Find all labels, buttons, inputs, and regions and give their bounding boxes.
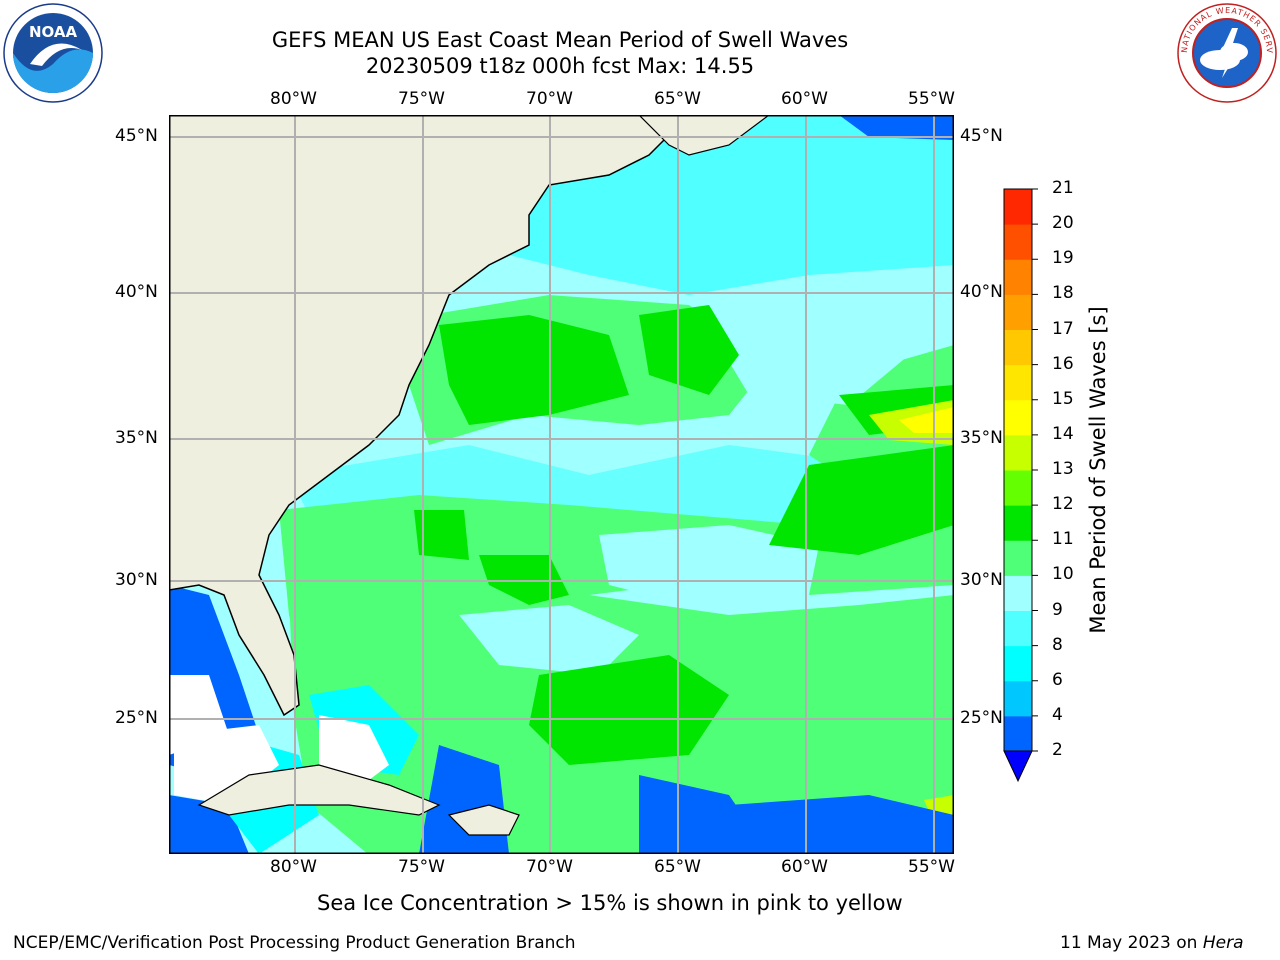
colorbar-tick-label: 12	[1052, 494, 1074, 515]
colorbar-tick-label: 8	[1052, 634, 1063, 655]
colorbar-tick-label: 10	[1052, 564, 1074, 585]
contour-yellow-max	[899, 407, 954, 433]
lon-label-bottom-75w: 75°W	[398, 857, 445, 877]
lat-label-right-45n: 45°N	[960, 126, 1003, 146]
lat-label-left-30n: 30°N	[115, 570, 158, 590]
lat-label-right-25n: 25°N	[960, 708, 1003, 728]
lat-label-right-35n: 35°N	[960, 428, 1003, 448]
colorbar-segment	[1004, 224, 1032, 260]
footer-date-text: 11 May 2023 on	[1060, 933, 1203, 953]
colorbar-tick-label: 20	[1052, 213, 1074, 234]
lon-label-top-75w: 75°W	[398, 89, 445, 109]
noaa-logo-text: NOAA	[29, 23, 78, 41]
colorbar-tick-label: 6	[1052, 669, 1063, 690]
contour-darkgreen-4	[414, 510, 469, 560]
map-frame	[169, 115, 954, 854]
colorbar-tick-label: 11	[1052, 529, 1074, 550]
colorbar-tick-label: 18	[1052, 283, 1074, 304]
lon-label-bottom-80w: 80°W	[270, 857, 317, 877]
colorbar-segment	[1004, 645, 1032, 682]
colorbar-segment	[1004, 189, 1032, 225]
lon-label-top-80w: 80°W	[270, 89, 317, 109]
lat-label-left-45n: 45°N	[115, 126, 158, 146]
lat-label-left-25n: 25°N	[115, 708, 158, 728]
colorbar-tick-label: 13	[1052, 459, 1074, 479]
colorbar-tick-label: 15	[1052, 388, 1074, 409]
map-title: GEFS MEAN US East Coast Mean Period of S…	[271, 28, 849, 52]
lat-label-right-30n: 30°N	[960, 570, 1003, 590]
colorbar-tick-label: 2	[1052, 740, 1063, 760]
sea-ice-note: Sea Ice Concentration > 15% is shown in …	[317, 891, 903, 915]
colorbar-tick-label: 17	[1052, 318, 1074, 339]
colorbar-tick-label: 21	[1052, 178, 1074, 198]
colorbar	[1003, 188, 1038, 783]
colorbar-extend-arrow	[1003, 750, 1033, 783]
lon-label-top-55w: 55°W	[908, 89, 955, 109]
footer-host: Hera	[1202, 933, 1244, 953]
contour-darkgreen-5	[769, 445, 954, 555]
land-hispaniola	[447, 804, 520, 836]
contour-blue-caribbean-3	[709, 795, 954, 854]
lon-label-bottom-60w: 60°W	[781, 857, 828, 877]
colorbar-segment	[1004, 575, 1032, 611]
colorbar-segment	[1004, 259, 1032, 295]
nws-logo: NATIONAL WEATHER SERVICE	[1176, 2, 1277, 103]
noaa-logo: NOAA	[3, 3, 103, 103]
colorbar-segment	[1004, 434, 1032, 471]
colorbar-title: Mean Period of Swell Waves [s]	[1086, 306, 1110, 634]
lon-label-top-70w: 70°W	[526, 89, 573, 109]
colorbar-segment	[1004, 715, 1032, 752]
lon-label-top-65w: 65°W	[654, 89, 701, 109]
lat-label-right-40n: 40°N	[960, 282, 1003, 302]
lon-label-top-60w: 60°W	[781, 89, 828, 109]
colorbar-segment	[1004, 505, 1032, 541]
contour-blue-northeast	[839, 115, 954, 140]
land-maritime-canada	[638, 115, 770, 156]
colorbar-segment	[1004, 399, 1032, 436]
map-subtitle: 20230509 t18z 000h fcst Max: 14.55	[365, 54, 755, 78]
lon-label-bottom-65w: 65°W	[654, 857, 701, 877]
colorbar-segment	[1004, 364, 1032, 401]
colorbar-segment	[1004, 329, 1032, 366]
colorbar-tick-label: 19	[1052, 248, 1074, 269]
land-cuba	[197, 764, 441, 816]
colorbar-segment	[1004, 540, 1032, 576]
colorbar-tick-label: 9	[1052, 599, 1063, 620]
lon-label-bottom-70w: 70°W	[526, 857, 573, 877]
contour-darkgreen-1	[439, 315, 629, 425]
lon-label-bottom-55w: 55°W	[908, 857, 955, 877]
land-north-america	[169, 115, 691, 717]
colorbar-tick-label: 4	[1052, 704, 1063, 725]
colorbar-segment	[1004, 294, 1032, 330]
contour-lightcyan-northeast	[689, 295, 909, 405]
map-gridlines	[169, 115, 954, 854]
colorbar-segment	[1004, 610, 1032, 647]
contour-lightcyan-center	[599, 525, 819, 605]
footer-credit: NCEP/EMC/Verification Post Processing Pr…	[13, 933, 576, 953]
lat-label-left-35n: 35°N	[115, 428, 158, 448]
contour-darkgreen-2	[639, 305, 739, 395]
lat-label-left-40n: 40°N	[115, 282, 158, 302]
colorbar-tick-label: 14	[1052, 423, 1074, 444]
colorbar-segment	[1004, 470, 1032, 506]
footer-date: 11 May 2023 on Hera	[1060, 933, 1244, 953]
colorbar-segment	[1004, 680, 1032, 717]
colorbar-tick-label: 16	[1052, 353, 1074, 374]
swell-period-map	[169, 115, 954, 854]
